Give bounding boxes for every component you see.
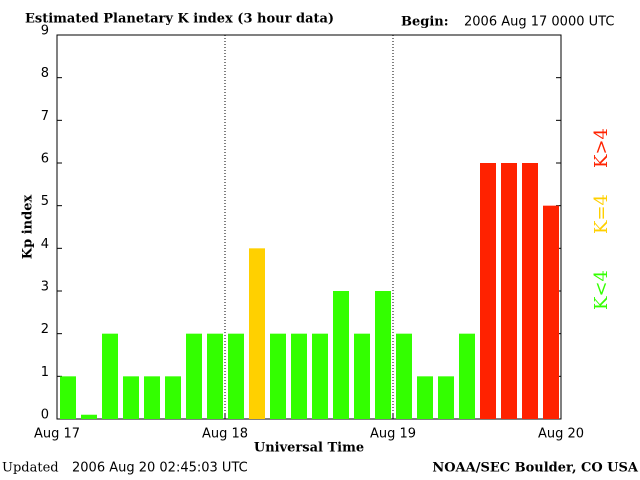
- bar: [207, 333, 223, 419]
- bar: [501, 163, 517, 419]
- x-tick-label: Aug 20: [538, 427, 584, 442]
- chart-title: Estimated Planetary K index (3 hour data…: [25, 12, 334, 27]
- begin-date: 2006 Aug 17 0000 UTC: [464, 15, 614, 30]
- bar: [459, 333, 475, 419]
- y-tick-label: 2: [41, 322, 49, 337]
- bar: [438, 376, 454, 419]
- x-tick-label: Aug 19: [370, 427, 416, 442]
- y-tick-label: 1: [41, 365, 49, 380]
- x-tick-label: Aug 17: [34, 427, 80, 442]
- bar: [144, 376, 160, 419]
- bar: [396, 333, 412, 419]
- bar: [60, 376, 76, 419]
- y-tick-label: 5: [41, 194, 49, 209]
- bar: [249, 248, 265, 419]
- y-tick-label: 0: [41, 408, 49, 423]
- y-tick-label: 4: [41, 237, 49, 252]
- bar: [228, 333, 244, 419]
- bar: [480, 163, 496, 419]
- updated-label: Updated: [2, 461, 59, 476]
- bar: [417, 376, 433, 419]
- bar: [354, 333, 370, 419]
- bar: [270, 333, 286, 419]
- bar: [186, 333, 202, 419]
- bar: [81, 414, 97, 419]
- x-tick-label: Aug 18: [202, 427, 248, 442]
- bar: [102, 333, 118, 419]
- bar: [522, 163, 538, 419]
- y-tick-label: 3: [41, 280, 49, 295]
- legend-entry: K=4: [591, 194, 612, 234]
- y-tick-label: 8: [41, 66, 49, 81]
- updated-date: 2006 Aug 20 02:45:03 UTC: [72, 461, 248, 476]
- source: NOAA/SEC Boulder, CO USA: [432, 461, 639, 476]
- bar: [291, 333, 307, 419]
- legend-entry: K<4: [591, 270, 612, 310]
- y-tick-label: 9: [41, 24, 49, 39]
- bar: [165, 376, 181, 419]
- bar: [333, 291, 349, 419]
- plot-frame: [56, 34, 562, 420]
- bar: [543, 205, 559, 419]
- bar: [312, 333, 328, 419]
- bar: [375, 291, 391, 419]
- bar: [123, 376, 139, 419]
- x-axis-label: Universal Time: [254, 441, 364, 456]
- legend-entry: K>4: [591, 128, 612, 168]
- y-tick-label: 6: [41, 152, 49, 167]
- y-axis-label: Kp index: [21, 195, 36, 260]
- begin-label: Begin:: [401, 15, 449, 30]
- y-tick-label: 7: [41, 109, 49, 124]
